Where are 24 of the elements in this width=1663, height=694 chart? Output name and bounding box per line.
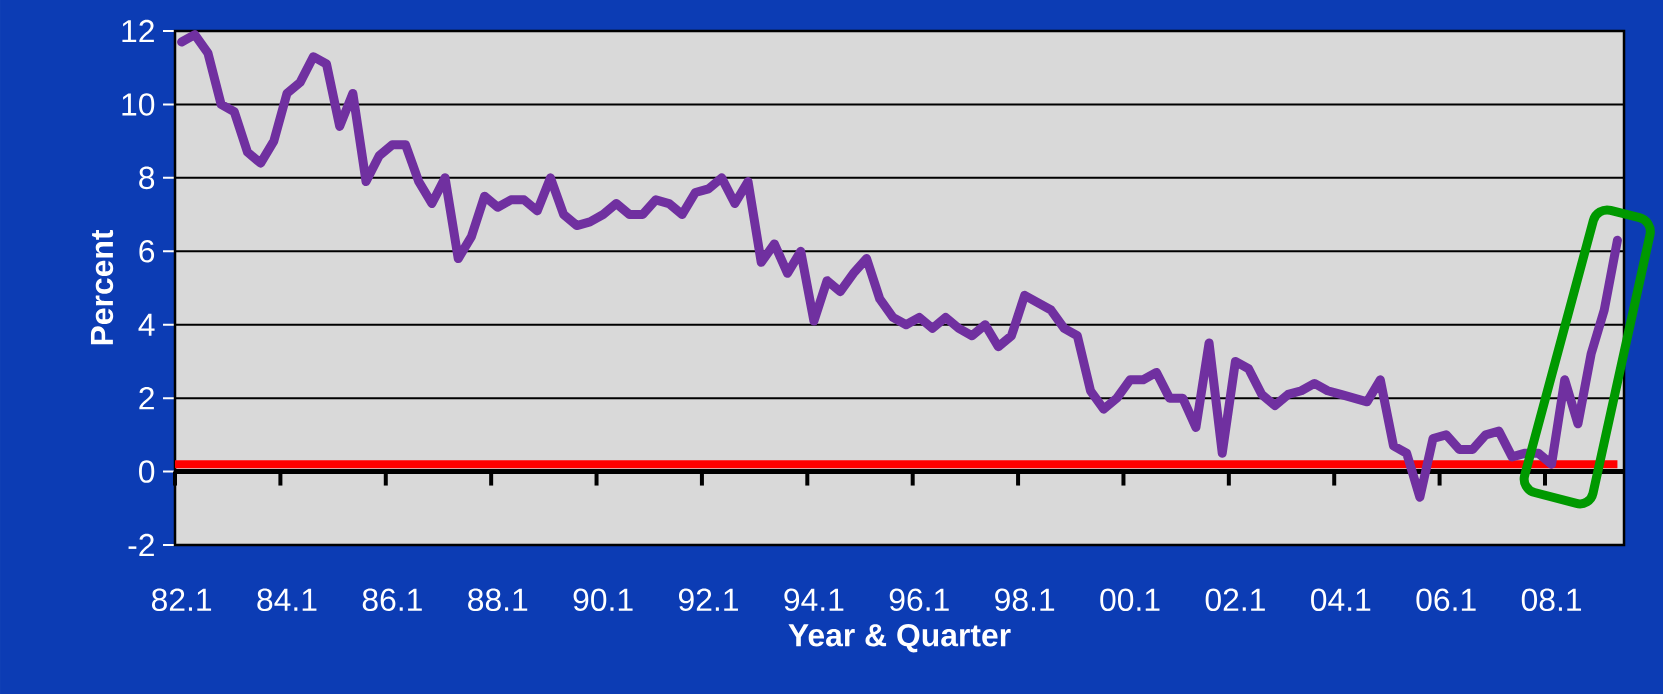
y-tick-label: 0	[139, 460, 155, 483]
x-tick-label: 82.1	[151, 588, 212, 612]
x-tick-label: 06.1	[1416, 588, 1476, 612]
x-tick-label: 94.1	[784, 588, 844, 612]
y-tick-label: 2	[139, 387, 154, 410]
x-axis-title: Year & Quarter	[788, 623, 1011, 653]
y-axis-title: Percent	[90, 229, 114, 345]
y-tick-label: 6	[139, 239, 155, 263]
x-tick-label: 86.1	[362, 588, 422, 612]
x-tick-label: 08.1	[1521, 588, 1582, 612]
x-tick-label: 90.1	[573, 588, 633, 612]
y-tick-label: 10	[122, 93, 155, 116]
x-tick-label: 88.1	[468, 588, 528, 612]
x-tick-label: 98.1	[995, 588, 1055, 612]
x-tick-label: 96.1	[889, 588, 949, 612]
x-tick-label: 84.1	[257, 588, 317, 612]
x-tick-label: 00.1	[1100, 588, 1160, 612]
y-tick-label: -2	[128, 533, 154, 557]
y-tick-label: 12	[122, 19, 154, 43]
y-tick-label: 8	[139, 166, 155, 190]
x-tick-label: 92.1	[678, 588, 738, 612]
x-tick-label: 02.1	[1205, 588, 1265, 612]
y-tick-label: 4	[138, 313, 155, 336]
x-tick-label: 04.1	[1311, 588, 1371, 612]
